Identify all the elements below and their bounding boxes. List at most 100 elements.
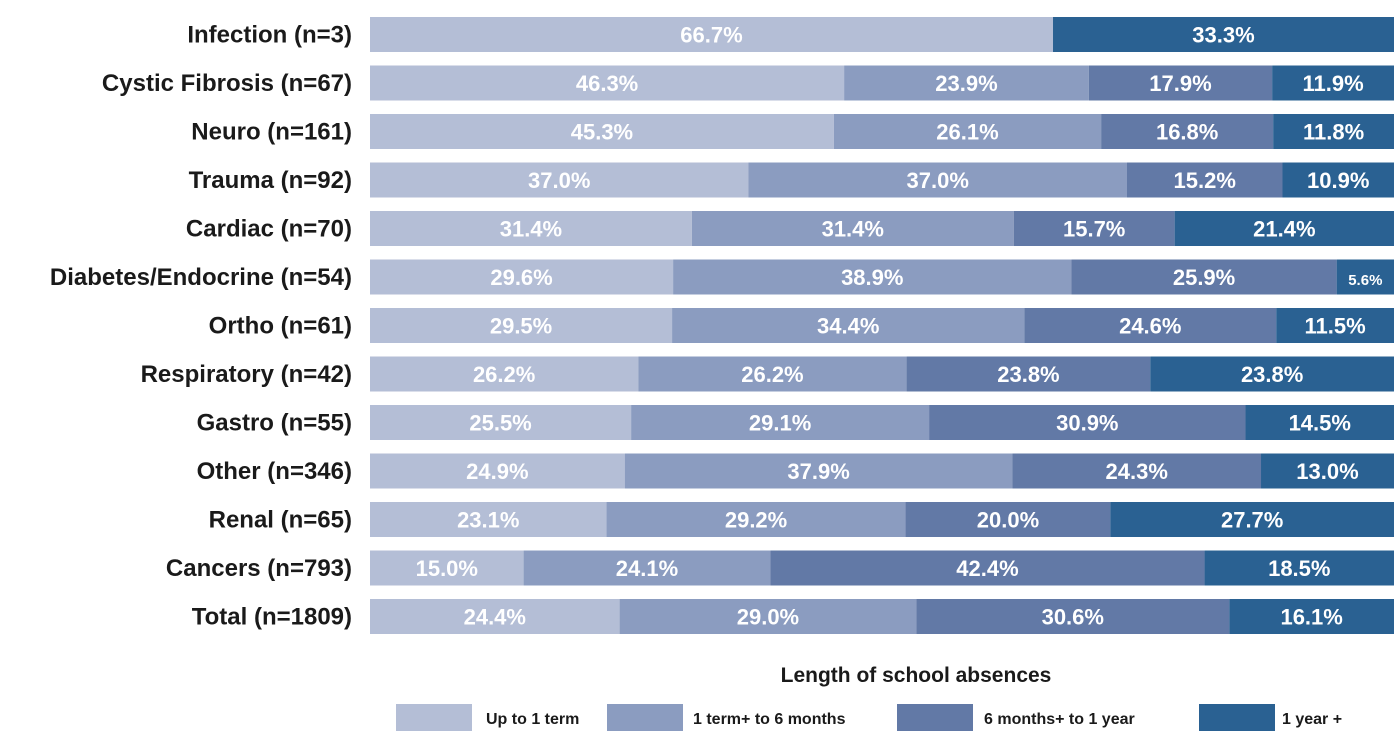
- bar-segment-1-year: [1110, 502, 1394, 537]
- legend: Length of school absences Up to 1 term 1 …: [396, 664, 1342, 731]
- bar-segment-1-year: [1282, 162, 1394, 198]
- bar-row-gastro-n-55: Gastro (n=55) 25.5% 29.1% 30.9% 14.5%: [197, 405, 1394, 440]
- bar-segment-1-year: [1053, 17, 1394, 52]
- bar-segment-up-to-1-term: [370, 65, 845, 101]
- legend-label: 1 year +: [1282, 711, 1342, 728]
- value-label: 13.0%: [1296, 459, 1358, 484]
- bar-segment-6-months-to-1-year: [916, 599, 1230, 634]
- bar-segment-1-term-to-6-months: [619, 599, 917, 634]
- bar-segment-1-term-to-6-months: [673, 259, 1072, 295]
- bar-row-ortho-n-61: Ortho (n=61) 29.5% 34.4% 24.6% 11.5%: [209, 308, 1394, 343]
- bar-segment-up-to-1-term: [370, 17, 1054, 52]
- bar-segment-6-months-to-1-year: [770, 550, 1205, 586]
- value-label: 23.9%: [935, 71, 997, 96]
- value-label: 33.3%: [1192, 23, 1254, 48]
- bar-row-respiratory-n-42: Respiratory (n=42) 26.2% 26.2% 23.8% 23.8%: [141, 356, 1394, 392]
- bar-segment-1-year: [1272, 65, 1394, 101]
- bar-segment-up-to-1-term: [370, 114, 834, 149]
- bar-segment-1-year: [1245, 405, 1394, 440]
- value-label: 37.0%: [528, 168, 590, 193]
- value-label: 27.7%: [1221, 508, 1283, 533]
- legend-items: Up to 1 term 1 term+ to 6 months 6 months+…: [396, 704, 1342, 731]
- value-label: 37.0%: [907, 168, 969, 193]
- legend-swatch: [607, 704, 683, 731]
- bar-segment-1-year: [1276, 308, 1394, 343]
- bar-segment-1-term-to-6-months: [844, 65, 1089, 101]
- value-label: 11.8%: [1303, 120, 1364, 145]
- value-label: 23.8%: [997, 362, 1059, 387]
- bar-row-cancers-n-793: Cancers (n=793) 15.0% 24.1% 42.4% 18.5%: [166, 550, 1394, 586]
- bar-segment-6-months-to-1-year: [1012, 453, 1262, 489]
- value-label: 14.5%: [1289, 411, 1351, 436]
- bar-segment-up-to-1-term: [370, 453, 625, 489]
- bar-segment-1-year: [1204, 550, 1394, 586]
- value-label: 29.0%: [737, 605, 799, 630]
- value-label: 29.6%: [490, 265, 552, 290]
- bar-segment-1-term-to-6-months: [631, 405, 930, 440]
- value-label: 16.8%: [1156, 120, 1218, 145]
- category-label: Diabetes/Endocrine (n=54): [50, 264, 352, 291]
- value-label: 17.9%: [1149, 71, 1211, 96]
- value-label: 20.0%: [977, 508, 1039, 533]
- value-label: 24.4%: [464, 605, 526, 630]
- category-label: Total (n=1809): [192, 604, 352, 631]
- bar-segment-1-year: [1174, 211, 1394, 246]
- bar-row-diabetes-endocrine-n-54: Diabetes/Endocrine (n=54) 29.6% 38.9% 25.9%…: [50, 259, 1394, 295]
- value-label: 25.5%: [469, 411, 531, 436]
- category-label: Trauma (n=92): [189, 167, 352, 194]
- value-label: 45.3%: [571, 120, 633, 145]
- value-label: 31.4%: [822, 217, 884, 242]
- bar-segment-up-to-1-term: [370, 550, 524, 586]
- value-label: 18.5%: [1268, 556, 1330, 581]
- value-label: 24.6%: [1119, 314, 1181, 339]
- value-label: 29.5%: [490, 314, 552, 339]
- bar-segment-1-term-to-6-months: [833, 114, 1102, 149]
- bar-row-trauma-n-92: Trauma (n=92) 37.0% 37.0% 15.2% 10.9%: [189, 162, 1394, 198]
- bar-segment-1-year: [1150, 356, 1394, 392]
- value-label: 15.2%: [1174, 168, 1236, 193]
- bar-segment-1-year: [1229, 599, 1394, 634]
- value-label: 26.2%: [741, 362, 803, 387]
- bar-segment-6-months-to-1-year: [1101, 114, 1274, 149]
- legend-item-up-to-1-term: Up to 1 term: [396, 704, 579, 731]
- category-label: Ortho (n=61): [209, 313, 352, 340]
- bar-segment-6-months-to-1-year: [906, 356, 1151, 392]
- category-label: Neuro (n=161): [191, 119, 352, 146]
- bar-segment-up-to-1-term: [370, 211, 692, 246]
- bar-row-neuro-n-161: Neuro (n=161) 45.3% 26.1% 16.8% 11.8%: [191, 114, 1394, 149]
- value-label: 29.2%: [725, 508, 787, 533]
- bar-row-renal-n-65: Renal (n=65) 23.1% 29.2% 20.0% 27.7%: [209, 502, 1394, 537]
- legend-swatch: [1199, 704, 1275, 731]
- category-label: Other (n=346): [197, 458, 352, 485]
- bar-segment-up-to-1-term: [370, 356, 639, 392]
- category-label: Gastro (n=55): [197, 410, 352, 437]
- bar-segment-6-months-to-1-year: [1024, 308, 1277, 343]
- category-label: Cystic Fibrosis (n=67): [102, 70, 352, 97]
- category-label: Infection (n=3): [187, 22, 352, 49]
- value-label: 5.6%: [1348, 272, 1382, 289]
- value-label: 25.9%: [1173, 265, 1235, 290]
- bar-segment-6-months-to-1-year: [905, 502, 1111, 537]
- bar-segment-1-year: [1273, 114, 1394, 149]
- bar-segment-1-term-to-6-months: [638, 356, 907, 392]
- value-label: 21.4%: [1253, 217, 1315, 242]
- value-label: 15.0%: [416, 556, 478, 581]
- bar-segment-1-term-to-6-months: [523, 550, 771, 586]
- value-label: 46.3%: [576, 71, 638, 96]
- bar-row-other-n-346: Other (n=346) 24.9% 37.9% 24.3% 13.0%: [197, 453, 1394, 489]
- value-label: 24.1%: [616, 556, 678, 581]
- legend-label: Up to 1 term: [486, 711, 579, 728]
- value-label: 11.5%: [1305, 314, 1366, 339]
- bar-segment-1-term-to-6-months: [748, 162, 1128, 198]
- value-label: 26.1%: [936, 120, 998, 145]
- bar-segment-1-term-to-6-months: [672, 308, 1025, 343]
- bar-segment-up-to-1-term: [370, 162, 749, 198]
- bar-segment-6-months-to-1-year: [929, 405, 1246, 440]
- category-label: Respiratory (n=42): [141, 361, 352, 388]
- value-label: 24.3%: [1106, 459, 1168, 484]
- value-label: 30.9%: [1056, 411, 1118, 436]
- value-label: 30.6%: [1042, 605, 1104, 630]
- category-label: Cancers (n=793): [166, 555, 352, 582]
